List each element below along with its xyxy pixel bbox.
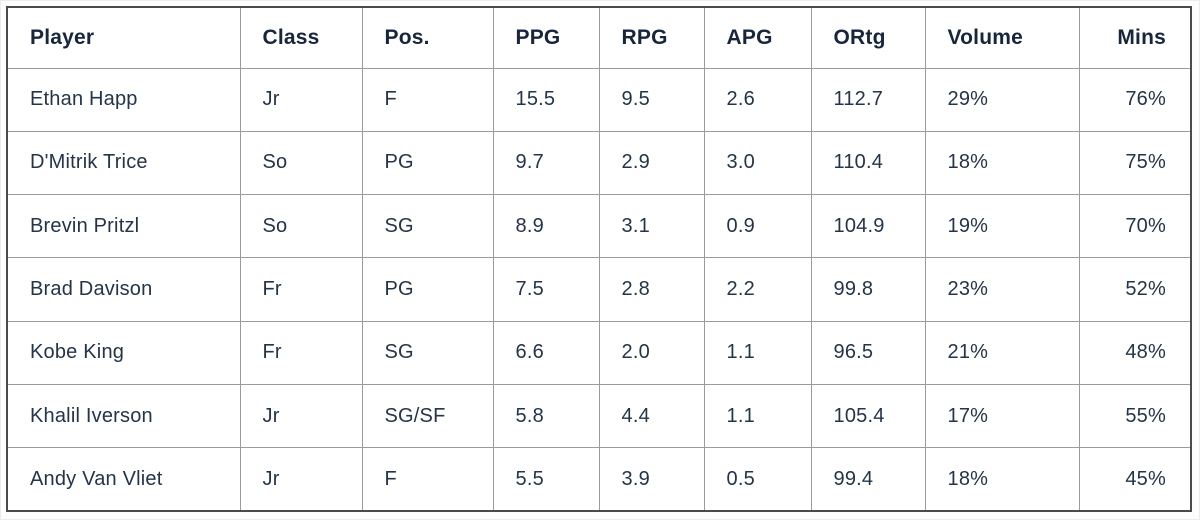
cell-volume: 18% xyxy=(924,447,1080,512)
cell-pos: PG xyxy=(361,257,494,322)
cell-rpg: 4.4 xyxy=(598,383,705,449)
cell-apg: 0.9 xyxy=(703,194,812,259)
cell-volume: 19% xyxy=(924,194,1080,259)
cell-class: So xyxy=(239,194,363,259)
cell-ortg: 110.4 xyxy=(810,130,926,196)
cell-ppg: 6.6 xyxy=(492,320,600,385)
cell-rpg: 2.9 xyxy=(598,130,705,196)
cell-pos: SG xyxy=(361,194,494,259)
column-header-pos: Pos. xyxy=(361,6,494,69)
cell-ortg: 99.8 xyxy=(810,257,926,322)
column-header-ortg: ORtg xyxy=(810,6,926,69)
cell-pos: SG/SF xyxy=(361,383,494,449)
cell-apg: 2.2 xyxy=(703,257,812,322)
cell-rpg: 2.8 xyxy=(598,257,705,322)
cell-player: Andy Van Vliet xyxy=(6,447,241,512)
cell-rpg: 3.1 xyxy=(598,194,705,259)
column-header-ppg: PPG xyxy=(492,6,600,69)
table-row: Brad Davison Fr PG 7.5 2.8 2.2 99.8 23% … xyxy=(6,257,1192,322)
cell-pos: F xyxy=(361,447,494,512)
cell-mins: 48% xyxy=(1078,320,1192,385)
cell-volume: 18% xyxy=(924,130,1080,196)
cell-class: Jr xyxy=(239,67,363,132)
cell-rpg: 2.0 xyxy=(598,320,705,385)
column-header-mins: Mins xyxy=(1078,6,1192,69)
cell-pos: PG xyxy=(361,130,494,196)
cell-ppg: 9.7 xyxy=(492,130,600,196)
cell-pos: SG xyxy=(361,320,494,385)
column-header-apg: APG xyxy=(703,6,812,69)
cell-rpg: 3.9 xyxy=(598,447,705,512)
cell-ortg: 112.7 xyxy=(810,67,926,132)
column-header-player: Player xyxy=(6,6,241,69)
cell-player: Brevin Pritzl xyxy=(6,194,241,259)
column-header-class: Class xyxy=(239,6,363,69)
cell-player: D'Mitrik Trice xyxy=(6,130,241,196)
cell-apg: 0.5 xyxy=(703,447,812,512)
cell-apg: 1.1 xyxy=(703,320,812,385)
cell-ppg: 15.5 xyxy=(492,67,600,132)
cell-ppg: 5.8 xyxy=(492,383,600,449)
cell-class: Fr xyxy=(239,320,363,385)
cell-player: Ethan Happ xyxy=(6,67,241,132)
cell-mins: 52% xyxy=(1078,257,1192,322)
cell-player: Brad Davison xyxy=(6,257,241,322)
player-stats-table: Player Class Pos. PPG RPG APG ORtg Volum… xyxy=(6,6,1192,512)
cell-ortg: 96.5 xyxy=(810,320,926,385)
cell-mins: 45% xyxy=(1078,447,1192,512)
table-row: Brevin Pritzl So SG 8.9 3.1 0.9 104.9 19… xyxy=(6,194,1192,259)
cell-volume: 29% xyxy=(924,67,1080,132)
cell-volume: 23% xyxy=(924,257,1080,322)
table-row: Ethan Happ Jr F 15.5 9.5 2.6 112.7 29% 7… xyxy=(6,67,1192,132)
cell-volume: 17% xyxy=(924,383,1080,449)
cell-player: Kobe King xyxy=(6,320,241,385)
cell-ortg: 99.4 xyxy=(810,447,926,512)
cell-class: So xyxy=(239,130,363,196)
cell-volume: 21% xyxy=(924,320,1080,385)
cell-ortg: 104.9 xyxy=(810,194,926,259)
cell-player: Khalil Iverson xyxy=(6,383,241,449)
cell-ppg: 5.5 xyxy=(492,447,600,512)
table-row: Kobe King Fr SG 6.6 2.0 1.1 96.5 21% 48% xyxy=(6,320,1192,385)
column-header-volume: Volume xyxy=(924,6,1080,69)
cell-rpg: 9.5 xyxy=(598,67,705,132)
cell-mins: 75% xyxy=(1078,130,1192,196)
cell-ppg: 7.5 xyxy=(492,257,600,322)
column-header-rpg: RPG xyxy=(598,6,705,69)
cell-mins: 70% xyxy=(1078,194,1192,259)
cell-apg: 3.0 xyxy=(703,130,812,196)
header-row: Player Class Pos. PPG RPG APG ORtg Volum… xyxy=(6,6,1192,69)
cell-mins: 55% xyxy=(1078,383,1192,449)
cell-class: Jr xyxy=(239,447,363,512)
table-row: Andy Van Vliet Jr F 5.5 3.9 0.5 99.4 18%… xyxy=(6,447,1192,512)
cell-mins: 76% xyxy=(1078,67,1192,132)
cell-ppg: 8.9 xyxy=(492,194,600,259)
cell-ortg: 105.4 xyxy=(810,383,926,449)
table-row: D'Mitrik Trice So PG 9.7 2.9 3.0 110.4 1… xyxy=(6,130,1192,196)
cell-pos: F xyxy=(361,67,494,132)
cell-class: Fr xyxy=(239,257,363,322)
cell-apg: 2.6 xyxy=(703,67,812,132)
cell-class: Jr xyxy=(239,383,363,449)
table-row: Khalil Iverson Jr SG/SF 5.8 4.4 1.1 105.… xyxy=(6,383,1192,449)
cell-apg: 1.1 xyxy=(703,383,812,449)
